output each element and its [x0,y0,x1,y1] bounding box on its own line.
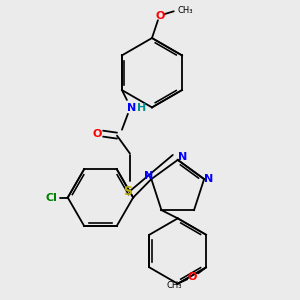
Text: O: O [188,272,197,282]
Text: N: N [205,174,214,184]
Text: H: H [137,103,146,113]
Text: O: O [155,11,165,21]
Text: N: N [144,171,153,181]
Text: Cl: Cl [46,193,58,202]
Text: N: N [127,103,136,113]
Text: S: S [123,184,132,198]
Text: O: O [92,129,102,139]
Text: N: N [178,152,187,162]
Text: CH₃: CH₃ [178,6,193,15]
Text: CH₃: CH₃ [167,281,182,290]
